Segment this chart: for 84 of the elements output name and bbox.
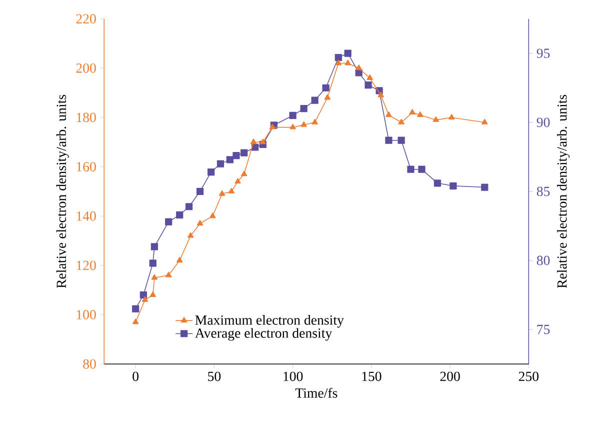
- point: [385, 137, 392, 144]
- point: [269, 124, 276, 130]
- point: [150, 292, 156, 298]
- point: [311, 96, 318, 104]
- x-tick-label: 150: [362, 372, 382, 382]
- point: [142, 296, 148, 302]
- point: [386, 112, 392, 118]
- point: [196, 188, 204, 196]
- point: [176, 212, 184, 219]
- point: [226, 156, 234, 164]
- point: [165, 272, 172, 278]
- point: [151, 274, 158, 280]
- point: [417, 112, 424, 118]
- y-tick-label: 80: [83, 360, 96, 369]
- y-axis-title: Relative electron density/arb. units: [56, 95, 69, 288]
- point: [432, 116, 440, 122]
- point: [260, 138, 266, 144]
- y-tick-label: 200: [76, 64, 96, 74]
- point: [450, 182, 457, 190]
- point: [322, 84, 330, 92]
- point: [398, 119, 404, 125]
- point: [208, 168, 215, 176]
- point: [240, 170, 248, 176]
- point: [218, 190, 226, 196]
- y2-tick-label: 80: [536, 256, 550, 266]
- point: [448, 114, 455, 120]
- point: [290, 124, 296, 130]
- point: [344, 50, 352, 58]
- y-tick-label: 120: [76, 260, 96, 270]
- point: [398, 137, 405, 144]
- y2-tick-label: 90: [536, 118, 550, 128]
- y-tick-label: 160: [76, 162, 96, 172]
- point: [434, 180, 442, 187]
- point: [232, 152, 240, 160]
- point: [378, 92, 384, 98]
- point: [366, 74, 373, 80]
- point: [132, 305, 140, 313]
- point: [356, 64, 362, 70]
- x-tick-label: 200: [440, 372, 460, 382]
- legend-label: Average electron density: [195, 328, 332, 341]
- point: [228, 188, 235, 194]
- point: [234, 178, 241, 184]
- point: [209, 212, 216, 218]
- y2-axis-title: Relative electron density/arb. units: [556, 95, 570, 288]
- point: [187, 232, 194, 238]
- x-tick-label: 250: [518, 372, 539, 382]
- point: [150, 243, 158, 250]
- point: [312, 119, 318, 125]
- y-tick-label: 180: [76, 113, 96, 122]
- point: [300, 122, 307, 128]
- point: [165, 218, 172, 226]
- point: [176, 257, 183, 263]
- point: [240, 149, 248, 157]
- point: [289, 112, 296, 120]
- point: [185, 203, 193, 210]
- legend-label: Maximum electron density: [195, 315, 344, 328]
- point: [149, 260, 156, 268]
- point: [344, 60, 351, 66]
- point: [216, 160, 224, 168]
- point: [334, 54, 342, 62]
- point: [324, 94, 331, 100]
- y2-tick-label: 75: [537, 325, 550, 334]
- x-tick-label: 0: [132, 372, 139, 382]
- point: [252, 144, 259, 152]
- point: [418, 166, 426, 174]
- point: [481, 184, 488, 192]
- point: [407, 166, 414, 174]
- y2-tick-label: 85: [536, 186, 550, 196]
- point: [196, 220, 204, 226]
- y-tick-label: 140: [76, 212, 96, 221]
- point: [364, 82, 372, 89]
- point: [300, 105, 308, 112]
- point: [132, 318, 139, 324]
- point: [335, 60, 342, 66]
- y2-tick-label: 95: [536, 48, 550, 58]
- x-tick-label: 100: [284, 372, 303, 382]
- point: [409, 109, 416, 115]
- x-tick-label: 50: [208, 372, 221, 382]
- x-axis-title: Time/fs: [295, 388, 338, 398]
- y-tick-label: 220: [76, 14, 96, 24]
- point: [140, 292, 147, 299]
- point: [482, 119, 488, 125]
- y-tick-label: 100: [76, 310, 96, 320]
- point: [250, 138, 257, 144]
